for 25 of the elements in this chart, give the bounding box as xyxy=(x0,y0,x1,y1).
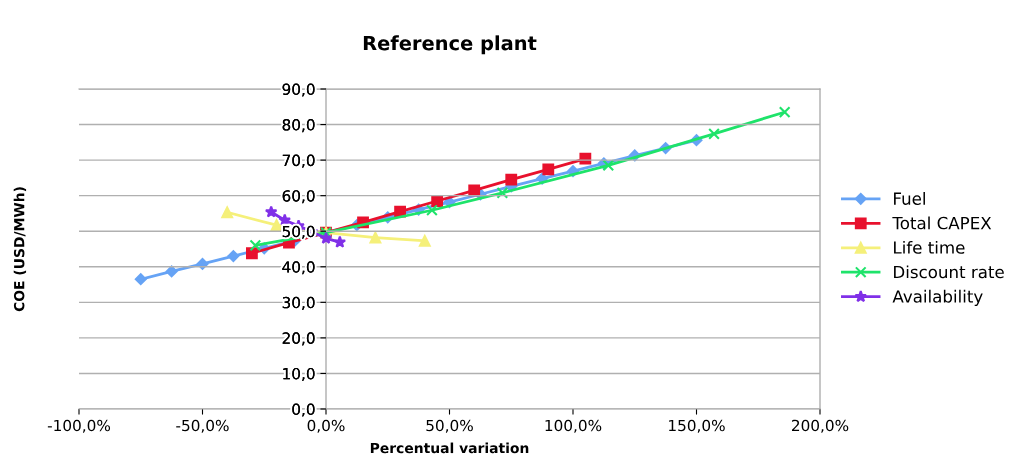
x-tick-label: 50,0% xyxy=(426,419,473,433)
y-tick-label: 50,0 xyxy=(282,225,315,239)
x-tick-label: 0,0% xyxy=(307,419,345,433)
y-tick-label: 90,0 xyxy=(282,83,315,97)
y-tick-label: 0,0 xyxy=(292,403,315,417)
x-axis-title: Percentual variation xyxy=(370,442,529,454)
y-tick-label: 20,0 xyxy=(282,332,315,346)
y-tick-label: 10,0 xyxy=(283,367,315,382)
y-axis-title: COE (USD/MWh) xyxy=(13,187,27,312)
legend-label: Fuel xyxy=(894,192,925,205)
legend-label: Life time xyxy=(894,240,965,254)
x-tick-label: 150,0% xyxy=(669,419,725,433)
y-tick-label: 60,0 xyxy=(282,190,315,204)
legend-label: Availability xyxy=(892,289,983,306)
y-tick-label: 30,0 xyxy=(282,296,315,310)
legend-label: Total CAPEX xyxy=(892,216,992,230)
x-tick-label: 100,0% xyxy=(545,419,602,433)
x-tick-label: -100,0% xyxy=(47,419,111,433)
legend-label: Discount rate xyxy=(894,265,1004,279)
chart-title: Reference plant xyxy=(363,35,537,55)
y-tick-label: 40,0 xyxy=(282,261,315,275)
y-tick-label: 70,0 xyxy=(282,154,315,168)
x-tick-label: -50,0% xyxy=(176,419,229,433)
y-tick-label: 80,0 xyxy=(282,119,315,133)
x-tick-label: 200,0% xyxy=(791,419,849,433)
